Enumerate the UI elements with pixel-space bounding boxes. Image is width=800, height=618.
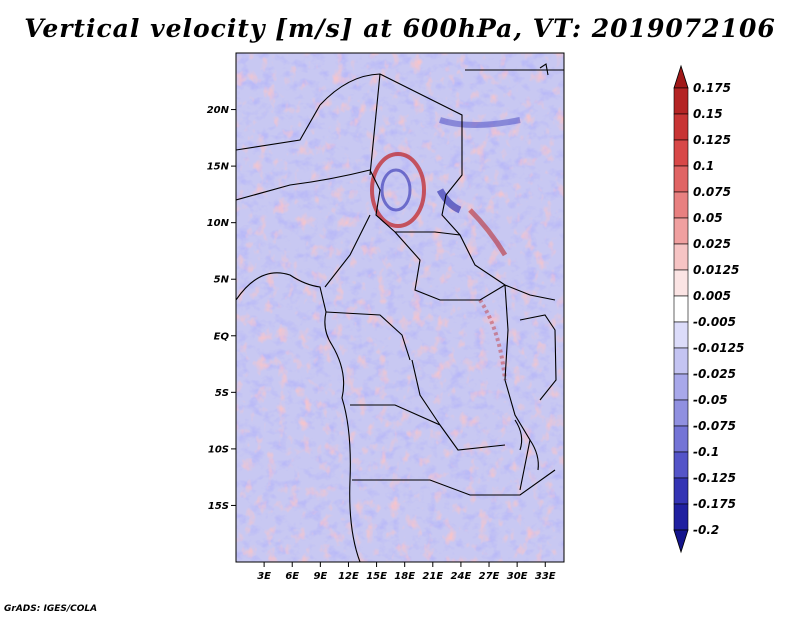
colorbar-box bbox=[673, 451, 689, 479]
lon-tick-label: 3E bbox=[257, 571, 271, 582]
colorbar-label: -0.175 bbox=[693, 497, 736, 511]
colorbar-label: -0.025 bbox=[693, 367, 736, 381]
colorbar-bottom-arrow bbox=[673, 529, 689, 554]
lon-tick-label: 24E bbox=[451, 571, 472, 582]
lat-tick-label: 5S bbox=[215, 388, 229, 399]
colorbar-label: -0.1 bbox=[693, 445, 719, 459]
colorbar-label: -0.0125 bbox=[693, 341, 744, 355]
colorbar-box bbox=[673, 139, 689, 167]
colorbar-box bbox=[673, 399, 689, 427]
lon-tick-label: 18E bbox=[394, 571, 415, 582]
colorbar-box bbox=[673, 165, 689, 193]
colorbar-top-arrow bbox=[673, 64, 689, 89]
colorbar-box bbox=[673, 295, 689, 323]
coastlines-and-borders bbox=[236, 63, 564, 562]
colorbar-box bbox=[673, 425, 689, 453]
lon-tick-label: 33E bbox=[535, 571, 556, 582]
lat-tick-label: 20N bbox=[207, 105, 230, 116]
velocity-field bbox=[236, 53, 564, 562]
colorbar-box bbox=[673, 191, 689, 219]
lat-tick-label: EQ bbox=[214, 331, 230, 342]
longitude-axis: 3E 6E 9E 12E 15E 18E 21E 24E 27E 30E 33E bbox=[257, 562, 556, 582]
colorbar-label: 0.175 bbox=[693, 81, 731, 95]
colorbar-box bbox=[673, 477, 689, 505]
colorbar-box bbox=[673, 347, 689, 375]
colorbar: 0.175 0.15 0.125 0.1 0.075 0.05 0.025 0.0125 0.0… bbox=[673, 64, 744, 554]
lon-tick-label: 30E bbox=[507, 571, 528, 582]
colorbar-label: -0.05 bbox=[693, 393, 728, 407]
colorbar-label: 0.1 bbox=[693, 159, 714, 173]
lat-tick-label: 5N bbox=[214, 275, 230, 286]
colorbar-box bbox=[673, 113, 689, 141]
lon-tick-label: 15E bbox=[366, 571, 387, 582]
lat-tick-label: 10S bbox=[208, 444, 229, 455]
lon-tick-label: 9E bbox=[313, 571, 327, 582]
colorbar-box bbox=[673, 243, 689, 271]
credit-label: GrADS: IGES/COLA bbox=[4, 604, 98, 614]
colorbar-label: 0.05 bbox=[693, 211, 723, 225]
colorbar-label: -0.125 bbox=[693, 471, 736, 485]
colorbar-label: -0.075 bbox=[693, 419, 736, 433]
map-frame bbox=[235, 52, 565, 563]
lon-tick-label: 6E bbox=[285, 571, 299, 582]
colorbar-label: 0.075 bbox=[693, 185, 731, 199]
colorbar-label: -0.2 bbox=[693, 523, 719, 537]
colorbar-label: 0.025 bbox=[693, 237, 731, 251]
colorbar-label: 0.15 bbox=[693, 107, 723, 121]
colorbar-label: 0.0125 bbox=[693, 263, 739, 277]
colorbar-label: 0.005 bbox=[693, 289, 731, 303]
colorbar-box bbox=[673, 321, 689, 349]
colorbar-box bbox=[673, 373, 689, 401]
map-title: Vertical velocity [m/s] at 600hPa, VT: 2… bbox=[24, 14, 776, 43]
lon-tick-label: 27E bbox=[479, 571, 500, 582]
colorbar-box bbox=[673, 217, 689, 245]
colorbar-box bbox=[673, 269, 689, 297]
lat-tick-label: 10N bbox=[207, 218, 230, 229]
lat-tick-label: 15S bbox=[208, 501, 229, 512]
colorbar-box bbox=[673, 87, 689, 115]
colorbar-label: 0.125 bbox=[693, 133, 731, 147]
latitude-axis: 20N 15N 10N 5N EQ 5S 10S 15S bbox=[207, 105, 236, 512]
lon-tick-label: 12E bbox=[338, 571, 359, 582]
colorbar-box bbox=[673, 503, 689, 531]
lat-tick-label: 15N bbox=[207, 162, 230, 173]
lon-tick-label: 21E bbox=[422, 571, 443, 582]
colorbar-label: -0.005 bbox=[693, 315, 736, 329]
